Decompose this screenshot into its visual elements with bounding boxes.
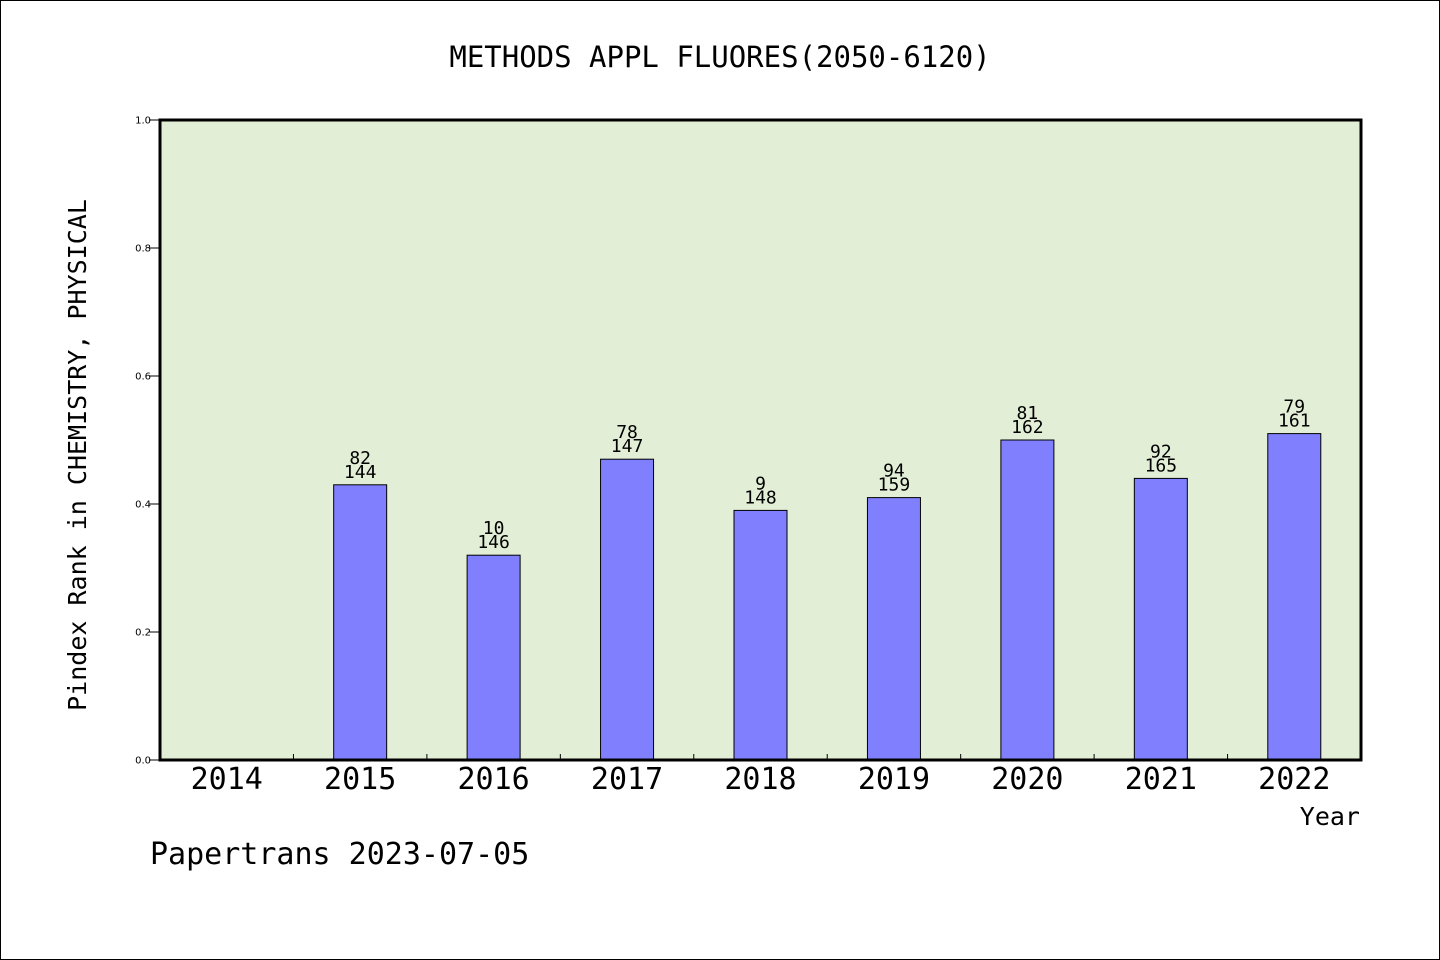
- y-axis-label: Pindex Rank in CHEMISTRY, PHYSICAL: [63, 199, 92, 711]
- y-tick-label: 0.8: [135, 244, 151, 255]
- bar-rank-label: 82: [349, 448, 371, 469]
- bar-2021: [1133, 477, 1188, 761]
- bar-2015: [333, 484, 388, 761]
- bar-rank-label: 94: [883, 461, 905, 482]
- bar-total-label: 165: [1145, 455, 1178, 476]
- x-tick-label: 2017: [591, 762, 663, 797]
- bar-rank-label: 79: [1283, 397, 1305, 418]
- y-tick-label: 0.0: [135, 756, 151, 767]
- x-tick-label: 2018: [724, 762, 796, 797]
- x-tick-label: 2021: [1125, 762, 1197, 797]
- bar-rank-label: 81: [1017, 403, 1039, 424]
- x-tick-label: 2015: [324, 762, 396, 797]
- chart-title: METHODS APPL FLUORES(2050-6120): [449, 40, 990, 74]
- x-tick-label: 2020: [991, 762, 1063, 797]
- bar-2019: [866, 497, 921, 761]
- footer-credit: Papertrans 2023-07-05: [150, 837, 529, 872]
- bar-total-label: 148: [744, 487, 777, 508]
- y-tick-label: 0.4: [135, 500, 151, 511]
- y-tick-label: 1.0: [135, 116, 151, 127]
- bar-total-label: 159: [878, 475, 911, 496]
- bar-total-label: 162: [1011, 417, 1044, 438]
- bar-2018: [733, 509, 788, 761]
- bar-2020: [1000, 439, 1055, 761]
- bars-group: [333, 433, 1322, 761]
- bar-rank-label: 9: [755, 473, 766, 494]
- bar-total-label: 144: [344, 462, 377, 483]
- x-tick-label: 2016: [457, 762, 529, 797]
- plot-border: [158, 118, 1363, 762]
- bar-total-label: 147: [611, 436, 644, 457]
- bar-2017: [600, 458, 655, 761]
- bar-total-label: 161: [1278, 411, 1311, 432]
- y-axis: 0.0 0.2 0.4 0.6 0.8 1.0: [135, 116, 160, 767]
- bar-2016: [466, 554, 521, 761]
- x-axis: 2014 2015 2016 2017 2018 2019 2020 2021 2022: [191, 754, 1330, 797]
- y-tick-label: 0.2: [135, 628, 151, 639]
- bar-rank-label: 10: [483, 518, 505, 539]
- x-tick-label: 2014: [191, 762, 263, 797]
- bar-2022: [1267, 433, 1322, 761]
- x-tick-label: 2019: [858, 762, 930, 797]
- x-tick-label: 2022: [1258, 762, 1330, 797]
- y-tick-label: 0.6: [135, 372, 151, 383]
- bar-total-label: 146: [477, 532, 510, 553]
- bar-rank-label: 78: [616, 422, 638, 443]
- bar-rank-label: 92: [1150, 441, 1172, 462]
- x-axis-label: Year: [1300, 802, 1360, 831]
